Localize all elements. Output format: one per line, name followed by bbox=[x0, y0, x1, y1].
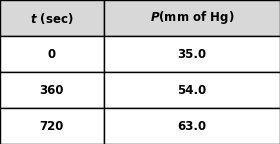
Text: 63.0: 63.0 bbox=[177, 120, 206, 132]
Bar bbox=[0, 108, 104, 144]
Bar bbox=[104, 72, 280, 108]
Bar bbox=[104, 0, 280, 36]
Bar bbox=[0, 72, 104, 108]
Bar bbox=[104, 108, 280, 144]
Text: 35.0: 35.0 bbox=[177, 48, 206, 60]
Bar bbox=[0, 36, 104, 72]
Bar bbox=[104, 36, 280, 72]
Text: 360: 360 bbox=[39, 84, 64, 96]
Text: 0: 0 bbox=[48, 48, 56, 60]
Bar bbox=[0, 0, 104, 36]
Text: $\bfit{P}$(mm of Hg): $\bfit{P}$(mm of Hg) bbox=[150, 10, 234, 26]
Text: $\bfit{t}$ (sec): $\bfit{t}$ (sec) bbox=[30, 11, 73, 25]
Text: 54.0: 54.0 bbox=[177, 84, 206, 96]
Text: 720: 720 bbox=[39, 120, 64, 132]
